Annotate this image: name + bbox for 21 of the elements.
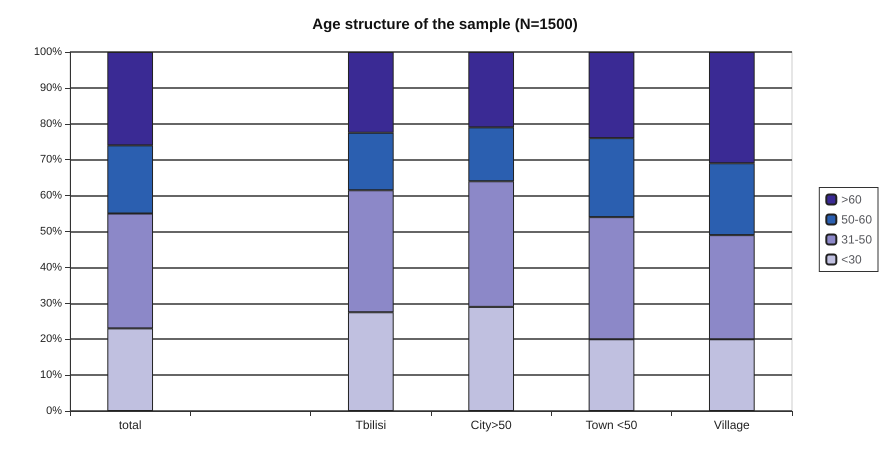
y-tick-label: 70%: [40, 154, 62, 166]
y-tick-label: 80%: [40, 118, 62, 130]
chart-title: Age structure of the sample (N=1500): [312, 16, 578, 33]
x-tick-label: Tbilisi: [355, 418, 386, 432]
legend-label: <30: [841, 252, 862, 266]
x-tick-label: Town <50: [586, 418, 638, 432]
legend-label: 31-50: [841, 232, 872, 246]
y-tick-label: 30%: [40, 297, 62, 310]
y-tick-label: 10%: [40, 369, 62, 382]
y-tick-label: 50%: [40, 226, 62, 238]
y-tick-label: 90%: [40, 82, 62, 94]
y-tick-label: 20%: [40, 333, 62, 346]
legend-label: >60: [841, 192, 862, 206]
y-tick-label: 40%: [40, 261, 62, 274]
legend-label: 50-60: [841, 212, 872, 226]
y-tick-label: 100%: [34, 46, 62, 58]
x-tick-label: Village: [714, 418, 750, 432]
y-tick-label: 60%: [40, 190, 62, 202]
x-tick-label: City>50: [470, 418, 512, 432]
y-tick-label: 0%: [46, 405, 62, 417]
x-tick-label: total: [118, 418, 142, 432]
